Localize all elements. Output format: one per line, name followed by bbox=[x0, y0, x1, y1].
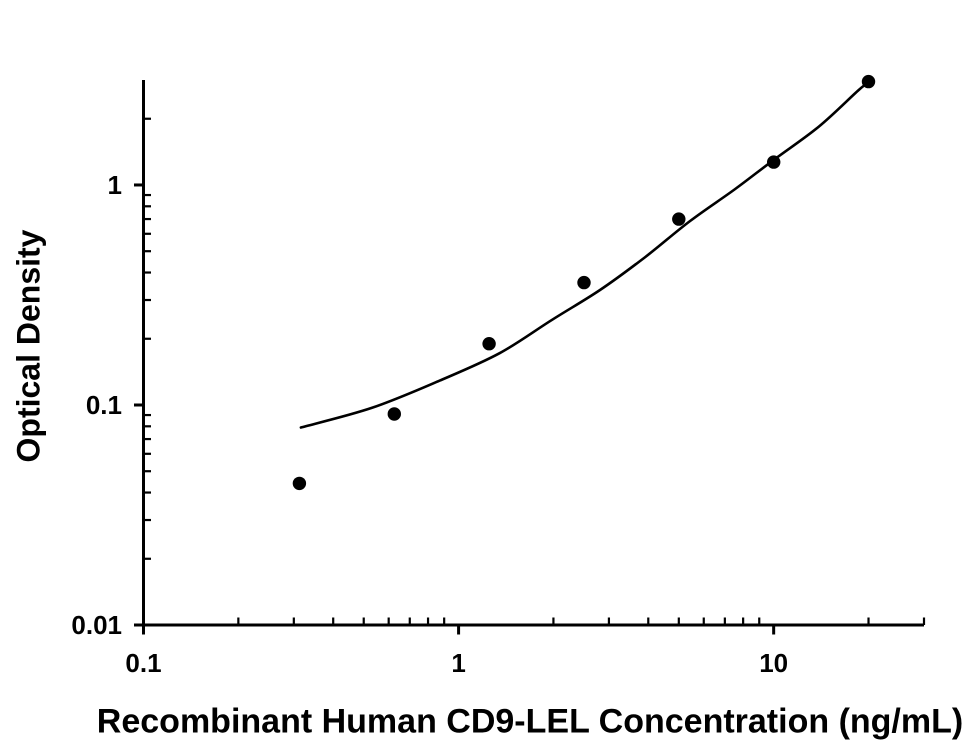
data-point bbox=[767, 155, 781, 169]
x-tick-label: 10 bbox=[759, 648, 788, 678]
fit-curve-line bbox=[299, 81, 870, 429]
y-tick-label: 0.1 bbox=[86, 390, 122, 420]
y-axis-title: Optical Density bbox=[10, 229, 47, 463]
y-tick-label: 1 bbox=[108, 170, 122, 200]
x-axis-title: Recombinant Human CD9-LEL Concentration … bbox=[96, 702, 964, 741]
x-tick-label: 0.1 bbox=[125, 648, 161, 678]
data-point bbox=[387, 407, 401, 421]
y-tick-label: 0.01 bbox=[71, 610, 122, 640]
data-point bbox=[482, 337, 496, 351]
x-tick-label: 1 bbox=[451, 648, 465, 678]
data-point bbox=[672, 212, 686, 226]
data-point bbox=[861, 74, 876, 89]
data-point bbox=[577, 275, 591, 290]
data-point bbox=[292, 476, 307, 491]
